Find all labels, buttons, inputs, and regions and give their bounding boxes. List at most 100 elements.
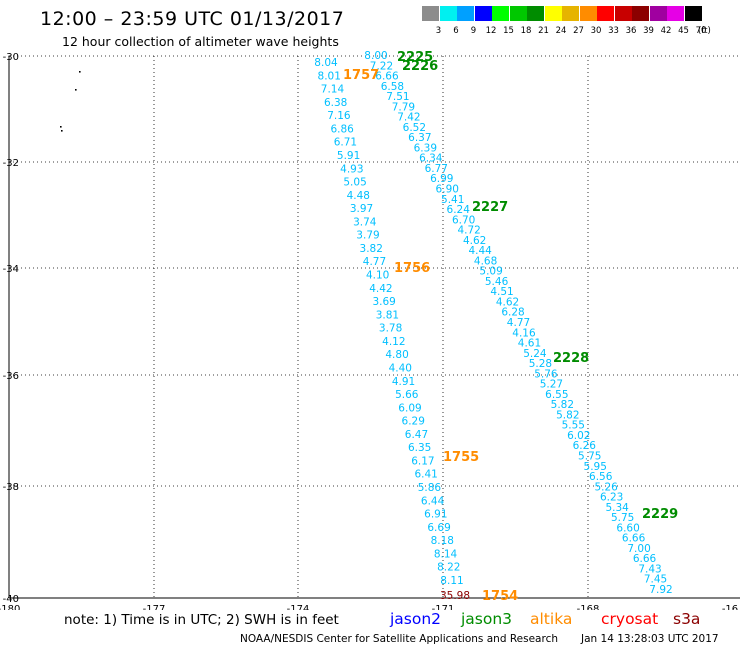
wave-height-value: 6.23: [600, 492, 623, 504]
wave-height-value: 35.98: [440, 590, 470, 602]
wave-height-value: 5.26: [594, 481, 618, 493]
wave-height-value: 7.51: [386, 91, 409, 103]
legend-swatch: [544, 6, 562, 21]
wave-height-value: 6.99: [430, 173, 453, 185]
wave-height-value: 7.79: [392, 101, 415, 113]
wave-height-value: 4.44: [468, 245, 492, 257]
wave-height-value: 6.39: [414, 142, 437, 154]
wave-height-value: 4.40: [389, 362, 412, 374]
map-plot: -180 -177 -174 -171 -168 -16 -30 -32 -34 -36 -38 -4…: [0, 50, 740, 610]
map-subtitle: 12 hour collection of altimeter wave hei…: [62, 34, 339, 49]
legend-unit: (ft): [698, 26, 711, 36]
legend-swatch: [667, 6, 684, 21]
wave-height-value: 6.29: [402, 416, 425, 428]
wave-height-value: 5.66: [395, 389, 419, 401]
wave-height-value: 5.09: [479, 266, 502, 278]
legend-swatch: [632, 6, 649, 21]
legend-swatch: [439, 6, 457, 21]
lon-tick-label: -174: [287, 604, 310, 610]
wave-height-value: 3.97: [350, 203, 373, 215]
legend-label: 12: [485, 26, 497, 36]
wave-height-value: 4.77: [363, 256, 386, 268]
wave-height-value: 6.37: [408, 132, 431, 144]
wave-height-value: 6.70: [452, 214, 475, 226]
wave-height-value: 6.66: [633, 553, 657, 565]
island-speck: [61, 130, 63, 132]
wave-height-value: 4.51: [490, 286, 513, 298]
pass-label: 1755: [443, 450, 479, 465]
wave-height-value: 5.86: [418, 482, 442, 494]
wave-height-value: 8.14: [434, 548, 458, 560]
pass-label: 1756: [394, 261, 430, 276]
legend-label: 33: [608, 26, 619, 36]
legend-swatch: [422, 6, 439, 21]
wave-height-value: 4.48: [347, 190, 370, 202]
wave-height-value: 6.77: [425, 163, 448, 175]
wave-height-value: 8.11: [440, 575, 463, 587]
map-title: 12:00 – 23:59 UTC 01/13/2017: [40, 8, 345, 30]
lat-tick-label: -30: [3, 52, 19, 63]
legend-label: 6: [453, 26, 459, 36]
legend-label: 21: [538, 26, 549, 36]
wave-height-value: 6.24: [447, 204, 471, 216]
wave-height-value: 3.81: [376, 309, 399, 321]
lon-tick-label: -171: [432, 604, 455, 610]
wave-height-value: 6.66: [375, 71, 399, 83]
wave-height-value: 8.04: [314, 57, 338, 69]
wave-height-value: 8.22: [437, 562, 460, 574]
island-speck: [75, 89, 77, 91]
wave-height-value: 6.28: [501, 307, 524, 319]
legend-swatch: [597, 6, 614, 21]
legend-swatch: [614, 6, 632, 21]
pass-label: 1754: [482, 589, 518, 604]
legend-jason3: jason3: [461, 610, 513, 628]
generated-timestamp: Jan 14 13:28:03 UTC 2017: [581, 633, 719, 645]
wave-height-value: 3.79: [356, 230, 379, 242]
legend-swatch: [684, 6, 702, 21]
wave-height-value: 8.01: [318, 70, 341, 82]
wave-height-value: 4.12: [382, 336, 405, 348]
legend-label: 3: [435, 26, 442, 36]
legend-label: 18: [520, 26, 532, 36]
legend-label: 39: [643, 26, 654, 36]
legend-swatch: [457, 6, 474, 21]
pass-label: 2229: [642, 507, 678, 522]
lat-tick-label: -38: [3, 482, 19, 493]
wave-height-value: 5.55: [562, 420, 585, 432]
wave-height-value: 6.55: [545, 389, 568, 401]
wave-height-value: 6.44: [421, 495, 445, 507]
wave-height-value: 5.34: [605, 502, 629, 514]
lat-tick-label: -40: [3, 594, 19, 605]
legend-label: 27: [573, 26, 584, 36]
lon-tick-label: -180: [0, 604, 20, 610]
wave-height-value: 7.43: [638, 563, 661, 575]
wave-height-value: 5.46: [485, 276, 509, 288]
wave-height-value: 5.27: [540, 379, 563, 391]
wave-height-value: 7.00: [627, 543, 650, 555]
wave-height-value: 5.75: [611, 512, 634, 524]
wave-height-value: 5.75: [578, 451, 601, 463]
legend-swatch: [562, 6, 579, 21]
wave-height-value: 6.02: [567, 430, 590, 442]
wave-height-value: 8.00: [364, 50, 387, 62]
legend-swatch: [492, 6, 509, 21]
wave-height-value: 6.86: [330, 123, 354, 135]
legend-label: 9: [470, 26, 477, 36]
wave-height-value: 5.91: [337, 150, 360, 162]
wave-height-value: 4.93: [340, 163, 363, 175]
wave-height-value: 6.41: [414, 469, 437, 481]
pass-label: 2227: [472, 200, 508, 215]
wave-height-value: 4.16: [512, 327, 536, 339]
wave-height-value: 5.82: [556, 409, 579, 421]
wave-height-value: 7.16: [327, 110, 351, 122]
pass-label: 2228: [553, 351, 589, 366]
wave-height-value: 4.10: [366, 270, 389, 282]
wave-height-value: 3.74: [353, 216, 377, 228]
legend-label: 45: [678, 26, 689, 36]
wave-height-value: 5.76: [534, 368, 558, 380]
legend-cryosat: cryosat: [601, 610, 659, 628]
wave-height-value: 7.14: [321, 84, 345, 96]
wave-height-value: 5.41: [441, 194, 464, 206]
legend-swatch: [509, 6, 527, 21]
